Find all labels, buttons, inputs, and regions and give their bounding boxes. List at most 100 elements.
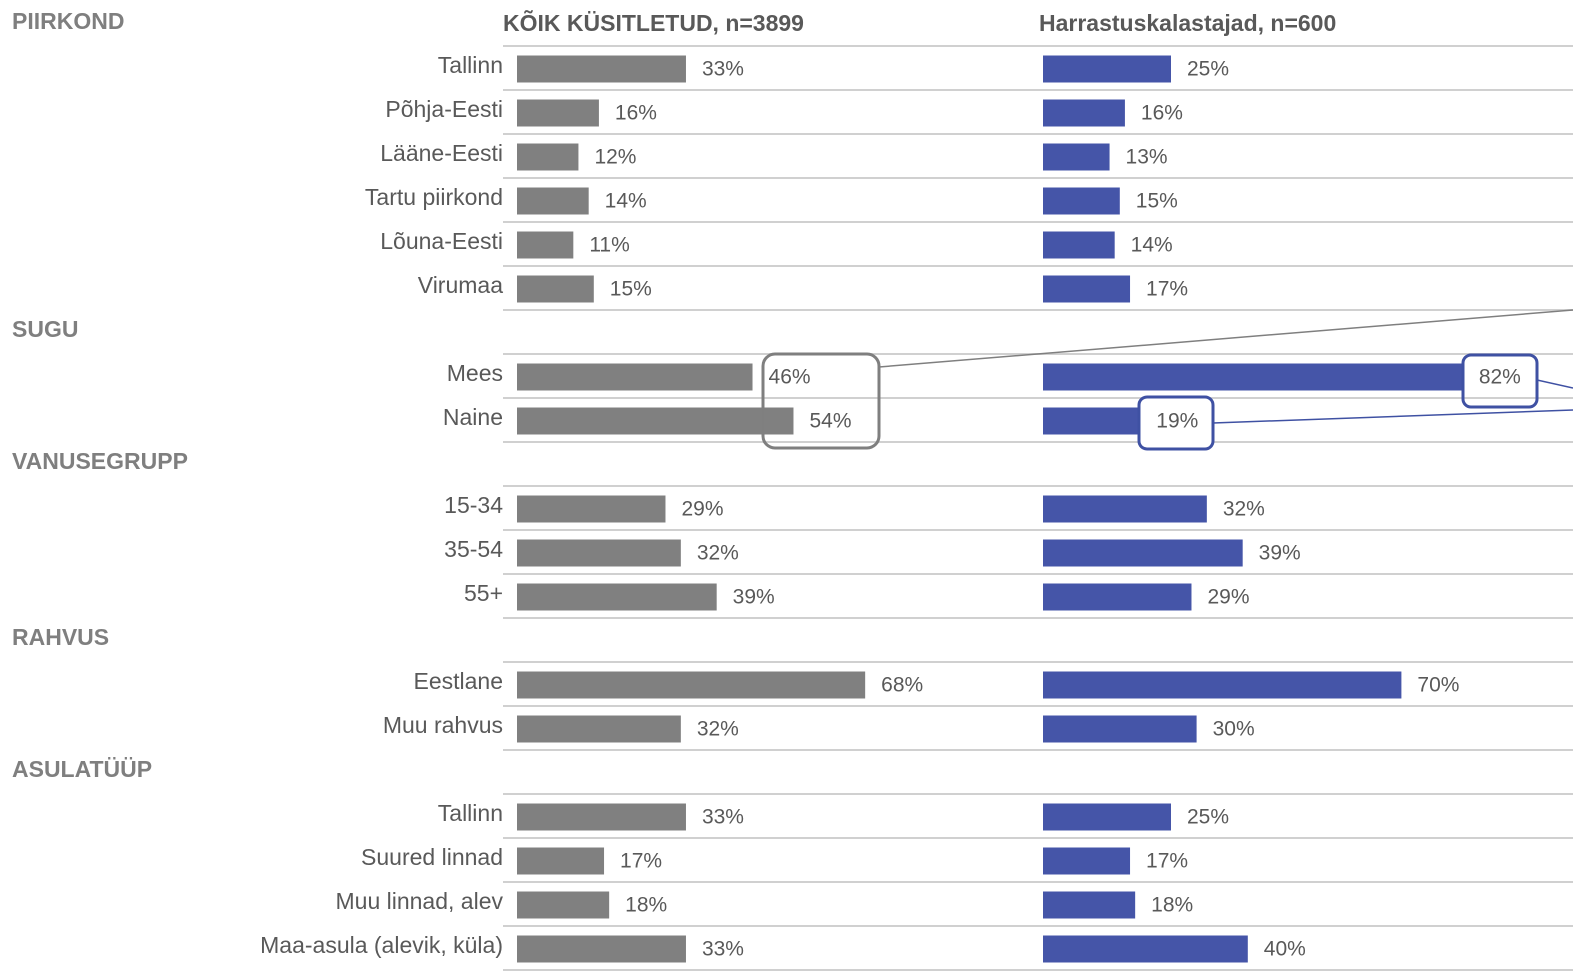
bar [1043, 847, 1131, 875]
value-label: 54% [809, 410, 851, 433]
value-label: 11% [589, 234, 629, 257]
value-label: 14% [1131, 234, 1173, 257]
value-label: 32% [1223, 498, 1265, 521]
bar [1043, 583, 1192, 611]
value-label: 16% [1141, 102, 1183, 125]
value-label: 14% [605, 190, 647, 213]
value-label: 68% [881, 674, 923, 697]
value-label: 46% [769, 366, 811, 389]
bar [517, 275, 594, 303]
panel-title: Harrastuskalastajad, n=600 [1039, 10, 1336, 36]
annotation-line [1212, 409, 1573, 424]
category-label: 35-54 [444, 536, 503, 562]
value-label: 13% [1126, 146, 1168, 169]
category-label: Põhja-Eesti [385, 96, 503, 122]
value-label: 70% [1417, 674, 1459, 697]
bar [1043, 495, 1207, 523]
value-label: 32% [697, 542, 739, 565]
bar [1043, 671, 1402, 699]
value-label: 82% [1479, 366, 1521, 389]
group-header: ASULATÜÜP [12, 756, 152, 782]
value-label: 33% [702, 58, 744, 81]
panel-title: KÕIK KÜSITLETUD, n=3899 [503, 9, 804, 36]
bar [517, 539, 681, 567]
value-label: 15% [610, 278, 652, 301]
category-label: Suured linnad [361, 844, 503, 870]
bar [1043, 55, 1171, 83]
value-label: 12% [594, 146, 636, 169]
value-label: 29% [1207, 586, 1249, 609]
group-header: VANUSEGRUPP [12, 448, 188, 474]
bar [517, 231, 574, 259]
bar [517, 55, 686, 83]
value-label: 18% [1151, 894, 1193, 917]
value-label: 25% [1187, 806, 1229, 829]
category-label: 55+ [464, 580, 503, 606]
annotation-line [1536, 379, 1573, 389]
category-label: Mees [447, 360, 503, 386]
value-label: 30% [1213, 718, 1255, 741]
bar [1043, 803, 1171, 831]
annotation-box [761, 352, 881, 450]
bar [1043, 99, 1125, 127]
value-label: 32% [697, 718, 739, 741]
bar [1043, 143, 1110, 171]
bar [517, 803, 686, 831]
value-label: 15% [1136, 190, 1178, 213]
bar [517, 891, 610, 919]
category-label: Tallinn [438, 52, 503, 78]
bar [1043, 891, 1136, 919]
value-label: 17% [1146, 278, 1188, 301]
bar [517, 495, 666, 523]
value-label: 19% [1156, 410, 1198, 433]
category-label: Maa-asula (alevik, küla) [260, 932, 503, 958]
bar [1043, 187, 1120, 215]
value-label: 40% [1264, 938, 1306, 961]
annotation-box [1461, 353, 1539, 409]
category-label: Lääne-Eesti [380, 140, 503, 166]
value-label: 16% [615, 102, 657, 125]
category-label: Lõuna-Eesti [380, 228, 503, 254]
bar [517, 671, 866, 699]
bar [1043, 539, 1243, 567]
annotation-box [1137, 395, 1215, 451]
group-header: RAHVUS [12, 624, 109, 650]
bar [517, 935, 686, 963]
value-label: 39% [733, 586, 775, 609]
bar [517, 583, 717, 611]
value-label: 39% [1259, 542, 1301, 565]
value-label: 17% [1146, 850, 1188, 873]
value-label: 33% [702, 806, 744, 829]
bar [1043, 407, 1141, 435]
bar [517, 99, 599, 127]
value-label: 18% [625, 894, 667, 917]
category-label: 15-34 [444, 492, 503, 518]
bar [517, 407, 794, 435]
bar [517, 715, 681, 743]
category-label: Muu rahvus [383, 712, 503, 738]
category-label: Eestlane [413, 668, 503, 694]
category-label: Tallinn [438, 800, 503, 826]
bar [517, 187, 589, 215]
value-label: 17% [620, 850, 662, 873]
category-label: Muu linnad, alev [336, 888, 504, 914]
group-header: PIIRKOND [12, 8, 124, 34]
category-label: Tartu piirkond [365, 184, 503, 210]
value-label: 29% [681, 498, 723, 521]
bar [517, 363, 753, 391]
bar [517, 847, 605, 875]
group-header: SUGU [12, 316, 78, 342]
bar [1043, 715, 1197, 743]
bar [1043, 275, 1131, 303]
value-label: 33% [702, 938, 744, 961]
bar [517, 143, 579, 171]
bar [1043, 231, 1115, 259]
bar [1043, 363, 1463, 391]
annotation-line [878, 309, 1573, 368]
category-label: Virumaa [418, 272, 503, 298]
bar [1043, 935, 1248, 963]
category-label: Naine [443, 404, 503, 430]
annotations [761, 309, 1573, 451]
value-label: 25% [1187, 58, 1229, 81]
